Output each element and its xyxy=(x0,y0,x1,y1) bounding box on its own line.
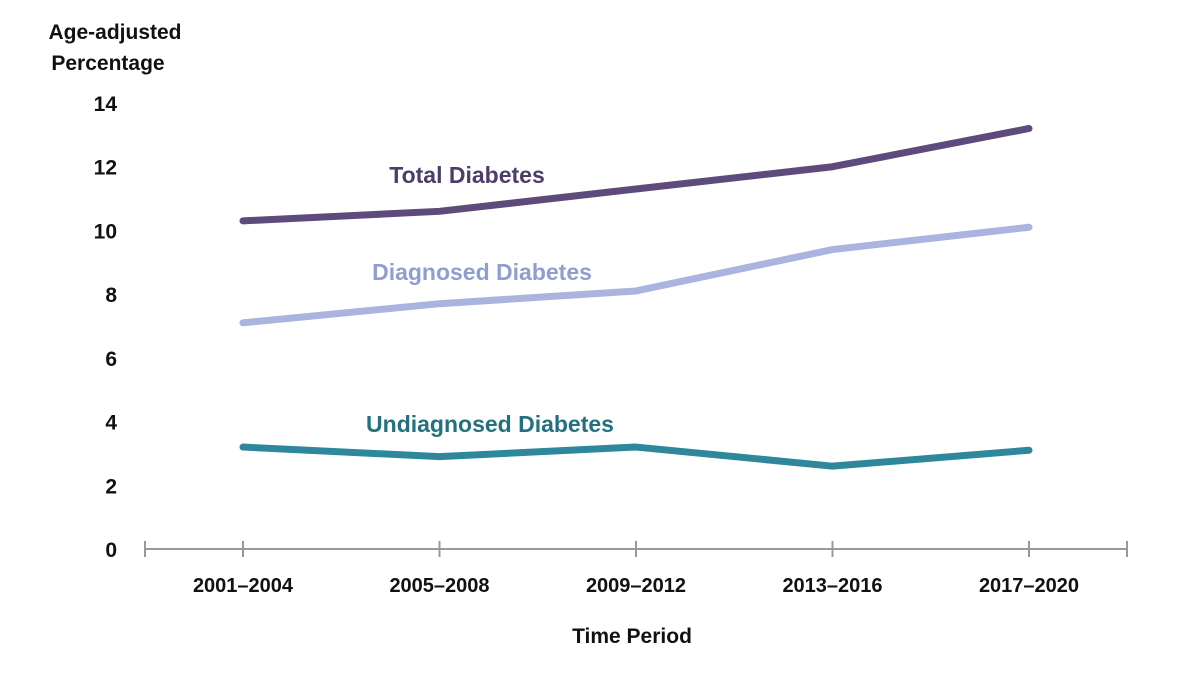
x-tick-label: 2017–2020 xyxy=(979,575,1079,597)
x-tick-label: 2009–2012 xyxy=(586,575,686,597)
series-line-undiagnosed-diabetes xyxy=(239,443,1033,470)
y-tick-label: 8 xyxy=(105,284,117,307)
y-tick-label: 10 xyxy=(94,220,117,243)
y-tick-label: 2 xyxy=(105,475,117,498)
x-tick-label: 2013–2016 xyxy=(782,575,882,597)
series-line-total-diabetes xyxy=(239,124,1033,225)
y-tick-label: 6 xyxy=(105,348,117,371)
series-label: Undiagnosed Diabetes xyxy=(366,411,614,437)
x-axis-label: Time Period xyxy=(572,625,692,648)
x-tick-label: 2005–2008 xyxy=(389,575,489,597)
y-axis-label-line2: Percentage xyxy=(51,52,164,75)
y-tick-label: 0 xyxy=(105,539,117,562)
y-tick-label: 4 xyxy=(105,412,117,435)
x-tick-label: 2001–2004 xyxy=(193,575,294,597)
series-label: Diagnosed Diabetes xyxy=(372,259,592,285)
series-line-diagnosed-diabetes xyxy=(239,223,1033,327)
y-axis-label-line1: Age-adjusted xyxy=(48,21,181,44)
y-tick-label: 14 xyxy=(94,93,118,116)
series-label: Total Diabetes xyxy=(389,162,545,188)
y-tick-label: 12 xyxy=(94,157,117,180)
